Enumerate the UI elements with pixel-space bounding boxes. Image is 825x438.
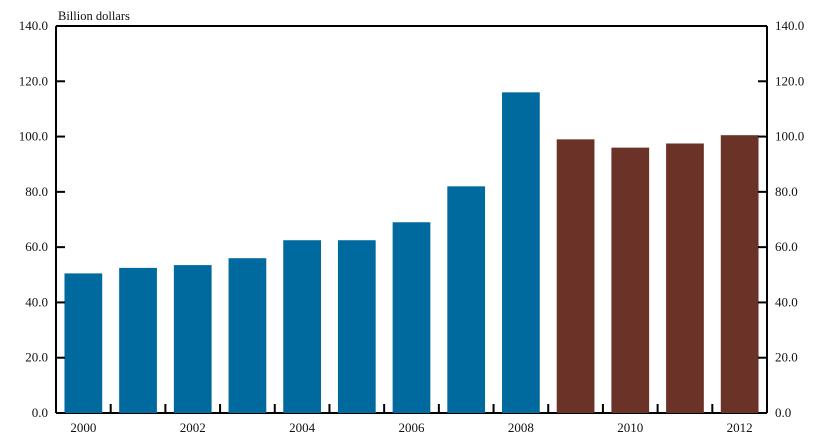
bar-2005 [337,240,376,413]
x-tick-label: 2000 [70,420,96,435]
x-tick-label: 2012 [727,420,753,435]
y-tick-label-right: 100.0 [775,129,804,144]
bar-2012 [720,135,759,413]
y-tick-label-right: 0.0 [775,405,791,420]
bar-2008 [502,92,540,413]
y-tick-label-right: 60.0 [775,239,798,254]
x-tick-label: 2002 [180,420,206,435]
bar-2011 [666,143,704,414]
bars [64,92,759,414]
bar-2000 [64,273,103,413]
bar-2001 [119,267,157,414]
tick-labels: 0.0 0.0 20.0 20.0 40.0 40.0 60.0 60.0 80.0 80.0 10… [19,18,805,435]
x-tick-label: 2006 [399,420,426,435]
y-tick-label-right: 120.0 [775,73,804,88]
unit-label: Billion dollars [58,9,130,23]
y-tick-label-right: 20.0 [775,350,798,365]
bar-2004 [283,240,321,413]
ticks [56,25,767,414]
x-tick-label: 2004 [289,420,316,435]
bar-2010 [611,147,650,413]
x-tick-label: 2008 [508,420,534,435]
y-tick-label-right: 140.0 [775,18,804,33]
y-tick-label-right: 80.0 [775,184,798,199]
y-tick-label-left: 100.0 [19,129,48,144]
y-tick-label-left: 40.0 [25,294,48,309]
y-tick-label-left: 80.0 [25,184,48,199]
y-tick-label-left: 60.0 [25,239,48,254]
y-tick-label-left: 140.0 [19,18,48,33]
bar-2003 [228,258,267,413]
y-tick-label-left: 0.0 [32,405,48,420]
y-tick-label-right: 40.0 [775,294,798,309]
x-tick-label: 2010 [617,420,643,435]
y-tick-label-left: 120.0 [19,73,48,88]
y-tick-label-left: 20.0 [25,350,48,365]
bar-2002 [173,265,212,413]
bar-2007 [447,186,486,413]
bar-2006 [392,222,431,413]
bar-2009 [556,139,595,413]
